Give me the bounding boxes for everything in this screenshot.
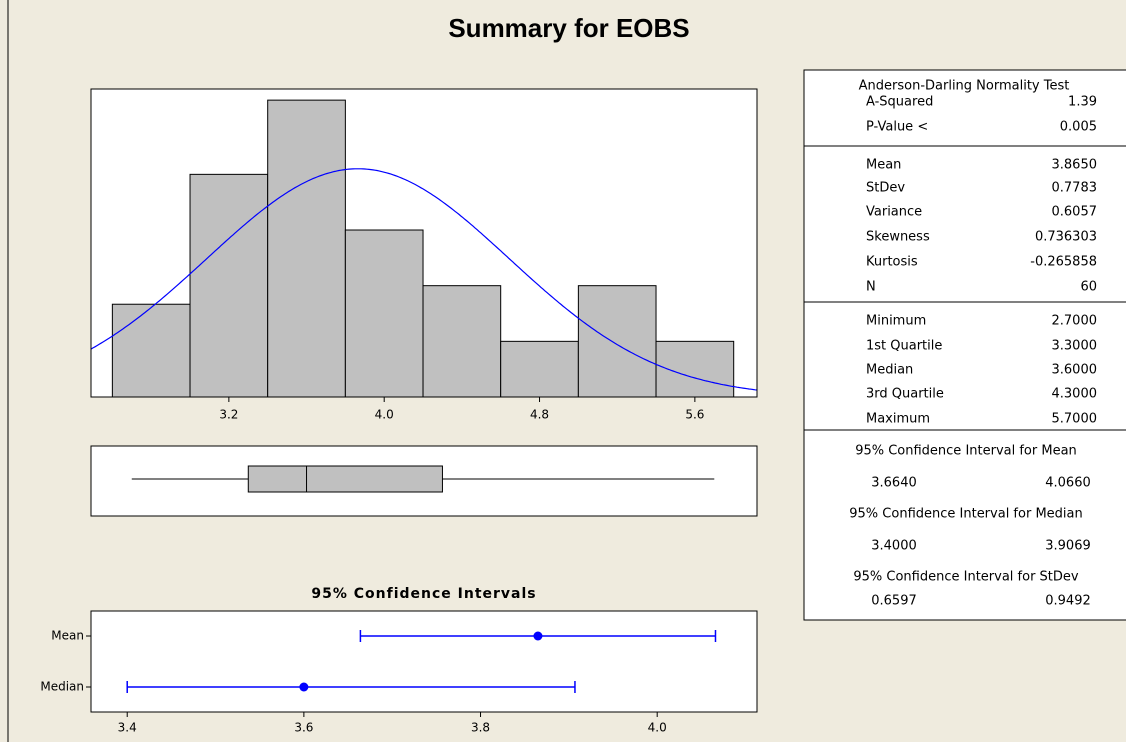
normality-title: Anderson-Darling Normality Test xyxy=(859,79,1070,94)
stat-value: 60 xyxy=(1080,280,1097,295)
stat-value: 4.3000 xyxy=(1052,387,1098,402)
bar xyxy=(189,173,269,398)
y-tick-label: Mean xyxy=(51,629,84,643)
interval-upper: 3.9069 xyxy=(1045,539,1091,554)
stat-label: Variance xyxy=(866,205,922,220)
summary-table xyxy=(803,69,1126,621)
stat-value: 3.3000 xyxy=(1052,339,1098,354)
stat-value: -0.265858 xyxy=(1030,255,1097,270)
x-tick-label: 3.8 xyxy=(471,721,490,735)
bar xyxy=(577,285,657,398)
plot-frame-border xyxy=(90,88,758,398)
interval-heading: 95% Confidence Interval for StDev xyxy=(853,570,1079,585)
bar xyxy=(500,340,579,398)
stat-value: 2.7000 xyxy=(1052,314,1098,329)
stat-label: P-Value < xyxy=(866,120,928,135)
interval-heading: 95% Confidence Interval for Mean xyxy=(855,444,1077,459)
bar xyxy=(267,99,346,398)
stat-label: N xyxy=(866,280,876,295)
stat-label: Minimum xyxy=(866,314,926,329)
stat-label: Mean xyxy=(866,158,901,173)
bar xyxy=(422,285,502,398)
x-tick-label: 3.6 xyxy=(294,721,313,735)
stat-label: Maximum xyxy=(866,412,930,427)
interval-upper: 4.0660 xyxy=(1045,476,1091,491)
stat-value: 5.7000 xyxy=(1052,412,1098,427)
bar xyxy=(111,303,191,398)
stat-value: 0.6057 xyxy=(1052,205,1098,220)
plot-frame xyxy=(90,610,758,713)
stat-value: 0.005 xyxy=(1060,120,1097,135)
box xyxy=(247,465,443,493)
interval-lower: 3.6640 xyxy=(871,476,917,491)
point-estimate xyxy=(533,631,543,641)
normal-fit-curve xyxy=(90,168,758,391)
stat-label: Kurtosis xyxy=(866,255,918,270)
title: Summary for EOBS xyxy=(448,13,689,43)
stat-value: 0.736303 xyxy=(1035,230,1097,245)
interval-title: 95% Confidence Intervals xyxy=(311,586,536,602)
x-tick-label: 4.8 xyxy=(530,408,549,422)
stat-value: 3.8650 xyxy=(1052,158,1098,173)
stat-label: 3rd Quartile xyxy=(866,387,944,402)
x-tick-label: 4.0 xyxy=(375,408,394,422)
stat-value: 3.6000 xyxy=(1052,363,1098,378)
bar xyxy=(344,229,424,398)
y-tick-label: Median xyxy=(40,680,84,694)
x-tick-label: 5.6 xyxy=(685,408,704,422)
interval-lower: 0.6597 xyxy=(871,594,917,609)
stat-label: StDev xyxy=(866,181,905,196)
stat-label: Skewness xyxy=(866,230,930,245)
x-tick-label: 3.2 xyxy=(219,408,238,422)
x-tick-label: 4.0 xyxy=(648,721,667,735)
point-estimate xyxy=(299,682,309,692)
x-tick-label: 3.4 xyxy=(118,721,137,735)
stat-value: 0.7783 xyxy=(1052,181,1098,196)
interval-heading: 95% Confidence Interval for Median xyxy=(849,507,1082,522)
stat-label: 1st Quartile xyxy=(866,339,942,354)
stat-label: A-Squared xyxy=(866,95,933,110)
interval-upper: 0.9492 xyxy=(1045,594,1091,609)
interval-lower: 3.4000 xyxy=(871,539,917,554)
stat-label: Median xyxy=(866,363,913,378)
stat-value: 1.39 xyxy=(1068,95,1097,110)
